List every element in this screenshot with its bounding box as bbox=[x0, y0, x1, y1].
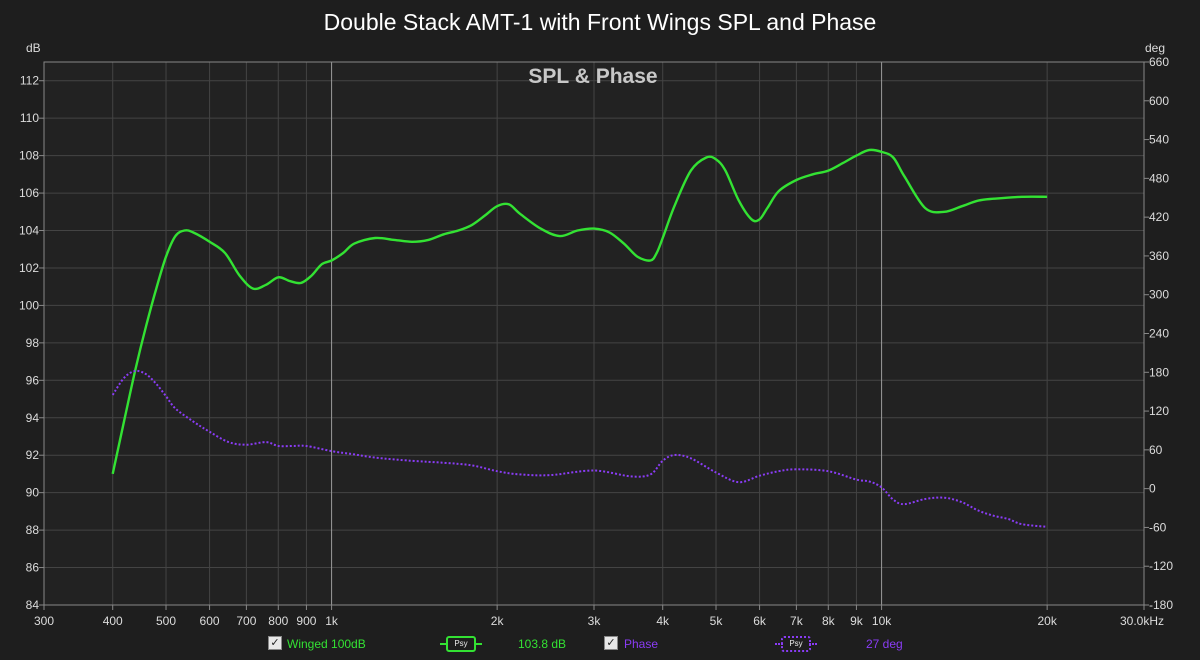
right-tick-label: 420 bbox=[1149, 210, 1169, 224]
x-axis-ticks: 300 400 500 600 700 800 900 1k 2k 3k 4k 5k 6k 7k 8k 9k 1… bbox=[34, 605, 1164, 628]
legend: ✓ Winged 100dB Psy 103.8 dB ✓ Phase Psy … bbox=[0, 634, 1200, 658]
x-tick-label: 300 bbox=[34, 614, 54, 628]
left-tick-label: 108 bbox=[19, 149, 39, 163]
left-y-axis-ticks: 84 86 88 90 92 94 96 98 100 102 104 106 108 110 112 bbox=[19, 74, 44, 612]
left-tick-label: 104 bbox=[19, 224, 39, 238]
left-tick-label: 112 bbox=[20, 74, 39, 88]
x-tick-label: 600 bbox=[200, 614, 220, 628]
phase-series-label: Phase bbox=[624, 637, 659, 651]
right-tick-label: 0 bbox=[1149, 482, 1156, 496]
spl-series-checkbox[interactable]: ✓ bbox=[268, 636, 282, 650]
phase-readout: 27 deg bbox=[866, 637, 903, 651]
left-tick-label: 100 bbox=[19, 298, 39, 312]
plot-frame bbox=[43, 61, 1145, 606]
x-tick-label: 800 bbox=[268, 614, 288, 628]
left-tick-label: 90 bbox=[26, 486, 40, 500]
phase-series-swatch[interactable]: Psy bbox=[781, 636, 811, 652]
right-axis-label: deg bbox=[1145, 41, 1165, 55]
right-tick-label: 60 bbox=[1149, 443, 1163, 457]
series-lines bbox=[111, 148, 1048, 528]
chart-title: Double Stack AMT-1 with Front Wings SPL … bbox=[324, 9, 877, 35]
spl-series-swatch[interactable]: Psy bbox=[446, 636, 476, 652]
right-tick-label: -120 bbox=[1149, 559, 1173, 573]
right-tick-label: 240 bbox=[1149, 327, 1169, 341]
spl-series-label: Winged 100dB bbox=[287, 637, 366, 651]
right-tick-label: 600 bbox=[1149, 94, 1169, 108]
x-tick-label: 500 bbox=[156, 614, 176, 628]
left-tick-label: 98 bbox=[26, 336, 40, 350]
right-tick-label: 660 bbox=[1149, 55, 1169, 69]
spl-swatch-line-right bbox=[474, 643, 482, 645]
x-tick-label: 2k bbox=[491, 614, 505, 628]
right-tick-label: -180 bbox=[1149, 598, 1173, 612]
left-axis-label: dB bbox=[26, 41, 41, 55]
x-tick-label: 8k bbox=[822, 614, 836, 628]
grid-lines bbox=[43, 62, 1145, 606]
right-tick-label: -60 bbox=[1149, 520, 1167, 534]
left-tick-label: 106 bbox=[19, 186, 39, 200]
x-tick-label: 7k bbox=[790, 614, 804, 628]
left-tick-label: 92 bbox=[26, 448, 40, 462]
right-tick-label: 300 bbox=[1149, 288, 1169, 302]
right-y-axis-ticks: -180 -120 -60 0 60 120 180 240 300 360 420 480 540 60… bbox=[1144, 55, 1173, 612]
x-tick-label: 30.0kHz bbox=[1120, 614, 1164, 628]
left-tick-label: 88 bbox=[26, 523, 40, 537]
phase-series-checkbox[interactable]: ✓ bbox=[604, 636, 618, 650]
spl-phase-chart: Double Stack AMT-1 with Front Wings SPL … bbox=[18, 9, 1174, 628]
x-tick-label: 6k bbox=[753, 614, 767, 628]
x-tick-label: 3k bbox=[588, 614, 602, 628]
spl-readout: 103.8 dB bbox=[518, 637, 567, 651]
x-tick-label: 400 bbox=[103, 614, 123, 628]
x-tick-label: 5k bbox=[710, 614, 724, 628]
phase-swatch-line-right bbox=[809, 643, 817, 645]
spl-swatch-line-left bbox=[440, 643, 448, 645]
chart-subtitle: SPL & Phase bbox=[528, 65, 657, 88]
right-tick-label: 480 bbox=[1149, 171, 1169, 185]
x-tick-label: 900 bbox=[296, 614, 316, 628]
x-tick-label: 4k bbox=[656, 614, 670, 628]
x-tick-label: 10k bbox=[872, 614, 892, 628]
right-tick-label: 120 bbox=[1149, 404, 1169, 418]
spl-series-line bbox=[111, 148, 1048, 475]
right-tick-label: 180 bbox=[1149, 365, 1169, 379]
left-tick-label: 86 bbox=[26, 561, 40, 575]
right-tick-label: 540 bbox=[1149, 133, 1169, 147]
x-tick-label: 1k bbox=[325, 614, 339, 628]
x-tick-label: 700 bbox=[236, 614, 256, 628]
left-tick-label: 96 bbox=[26, 373, 40, 387]
right-tick-label: 360 bbox=[1149, 249, 1169, 263]
x-tick-label: 9k bbox=[850, 614, 864, 628]
left-tick-label: 102 bbox=[19, 261, 39, 275]
left-tick-label: 110 bbox=[20, 111, 39, 125]
x-tick-label: 20k bbox=[1037, 614, 1057, 628]
left-tick-label: 94 bbox=[26, 411, 40, 425]
phase-swatch-line-left bbox=[775, 643, 783, 645]
left-tick-label: 84 bbox=[26, 598, 40, 612]
